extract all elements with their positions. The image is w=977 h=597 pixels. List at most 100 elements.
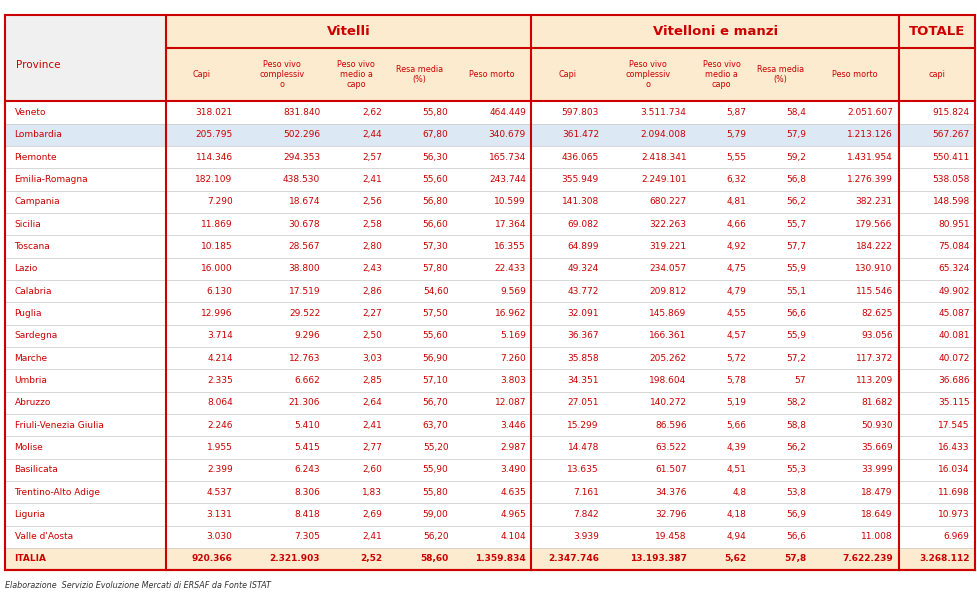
Text: 1.276.399: 1.276.399 [847, 175, 893, 184]
Text: 7.305: 7.305 [294, 532, 320, 541]
Text: 8.306: 8.306 [294, 488, 320, 497]
Text: 361.472: 361.472 [562, 131, 599, 140]
Text: 2,58: 2,58 [362, 220, 382, 229]
Text: 2,41: 2,41 [362, 532, 382, 541]
Text: 4,81: 4,81 [727, 198, 746, 207]
Text: 19.458: 19.458 [655, 532, 687, 541]
Text: 43.772: 43.772 [568, 287, 599, 296]
Text: 680.227: 680.227 [650, 198, 687, 207]
Text: 86.596: 86.596 [655, 420, 687, 430]
Text: Trentino-Alto Adige: Trentino-Alto Adige [15, 488, 101, 497]
Bar [5, 146, 166, 168]
Text: Lazio: Lazio [15, 264, 38, 273]
Bar [5, 481, 975, 503]
Text: 5,19: 5,19 [726, 398, 746, 407]
Text: 340.679: 340.679 [488, 131, 526, 140]
Text: 59,00: 59,00 [423, 510, 448, 519]
Text: 382.231: 382.231 [856, 198, 893, 207]
Text: 2.399: 2.399 [207, 465, 233, 474]
Text: 1.431.954: 1.431.954 [847, 153, 893, 162]
Text: 57,2: 57,2 [786, 353, 806, 362]
Text: 13.635: 13.635 [568, 465, 599, 474]
Text: 32.796: 32.796 [655, 510, 687, 519]
Text: 56,6: 56,6 [786, 532, 806, 541]
Text: 5,87: 5,87 [726, 108, 746, 117]
Bar [5, 525, 975, 548]
Text: 2,27: 2,27 [362, 309, 382, 318]
Text: 81.682: 81.682 [862, 398, 893, 407]
Text: 209.812: 209.812 [650, 287, 687, 296]
Bar [5, 258, 166, 280]
Bar [899, 48, 975, 101]
Text: 1.359.834: 1.359.834 [475, 555, 526, 564]
Text: Campania: Campania [15, 198, 61, 207]
Text: 550.411: 550.411 [932, 153, 970, 162]
Text: 3.939: 3.939 [573, 532, 599, 541]
Text: 56,6: 56,6 [786, 309, 806, 318]
Text: 5,78: 5,78 [726, 376, 746, 385]
Text: 438.530: 438.530 [283, 175, 320, 184]
Text: 12.996: 12.996 [201, 309, 233, 318]
Text: 30.678: 30.678 [288, 220, 320, 229]
Bar [5, 302, 166, 325]
Text: 49.324: 49.324 [568, 264, 599, 273]
Text: 182.109: 182.109 [195, 175, 233, 184]
Bar [5, 213, 166, 235]
Text: Sicilia: Sicilia [15, 220, 41, 229]
Text: 58,8: 58,8 [786, 420, 806, 430]
Text: 16.433: 16.433 [938, 443, 970, 452]
Text: 56,2: 56,2 [786, 443, 806, 452]
Text: 3.803: 3.803 [500, 376, 526, 385]
Text: 5.415: 5.415 [294, 443, 320, 452]
Text: 165.734: 165.734 [488, 153, 526, 162]
Text: 16.000: 16.000 [201, 264, 233, 273]
Bar [693, 48, 750, 101]
Text: 4,18: 4,18 [727, 510, 746, 519]
Text: Calabria: Calabria [15, 287, 52, 296]
Text: 3.511.734: 3.511.734 [641, 108, 687, 117]
Text: 11.008: 11.008 [861, 532, 893, 541]
Text: 1.213.126: 1.213.126 [847, 131, 893, 140]
Text: 2,57: 2,57 [362, 153, 382, 162]
Text: 13.193.387: 13.193.387 [629, 555, 687, 564]
Text: 55,9: 55,9 [786, 264, 806, 273]
Text: ITALIA: ITALIA [15, 555, 47, 564]
Text: 58,2: 58,2 [786, 398, 806, 407]
Text: Emilia-Romagna: Emilia-Romagna [15, 175, 88, 184]
Text: Peso vivo
complessiv
o: Peso vivo complessiv o [626, 60, 671, 89]
Text: 45.087: 45.087 [938, 309, 970, 318]
Text: 59,2: 59,2 [786, 153, 806, 162]
Text: Valle d'Aosta: Valle d'Aosta [15, 532, 72, 541]
Text: 93.056: 93.056 [861, 331, 893, 340]
Text: 6.969: 6.969 [944, 532, 970, 541]
Bar [5, 302, 975, 325]
Bar [5, 347, 975, 370]
Text: 3.714: 3.714 [207, 331, 233, 340]
Text: Basilicata: Basilicata [15, 465, 59, 474]
Text: 40.081: 40.081 [938, 331, 970, 340]
Text: 10.599: 10.599 [494, 198, 526, 207]
Text: 57,10: 57,10 [423, 376, 448, 385]
Text: Sardegna: Sardegna [15, 331, 58, 340]
Text: 4,39: 4,39 [727, 443, 746, 452]
Text: Peso morto: Peso morto [831, 70, 877, 79]
Text: Puglia: Puglia [15, 309, 42, 318]
Text: Lombardia: Lombardia [15, 131, 63, 140]
Text: 56,30: 56,30 [423, 153, 448, 162]
Text: 1,83: 1,83 [362, 488, 382, 497]
Text: 2.246: 2.246 [207, 420, 233, 430]
Text: 141.308: 141.308 [562, 198, 599, 207]
Text: Molise: Molise [15, 443, 43, 452]
Text: 140.272: 140.272 [650, 398, 687, 407]
Text: 6.243: 6.243 [294, 465, 320, 474]
Text: 2.094.008: 2.094.008 [641, 131, 687, 140]
Text: 63,70: 63,70 [423, 420, 448, 430]
Text: 597.803: 597.803 [562, 108, 599, 117]
Bar [5, 191, 975, 213]
Text: 7.290: 7.290 [207, 198, 233, 207]
Text: 148.598: 148.598 [932, 198, 970, 207]
Text: 82.625: 82.625 [862, 309, 893, 318]
Text: 55,80: 55,80 [423, 108, 448, 117]
Text: 234.057: 234.057 [650, 264, 687, 273]
Text: 130.910: 130.910 [856, 264, 893, 273]
